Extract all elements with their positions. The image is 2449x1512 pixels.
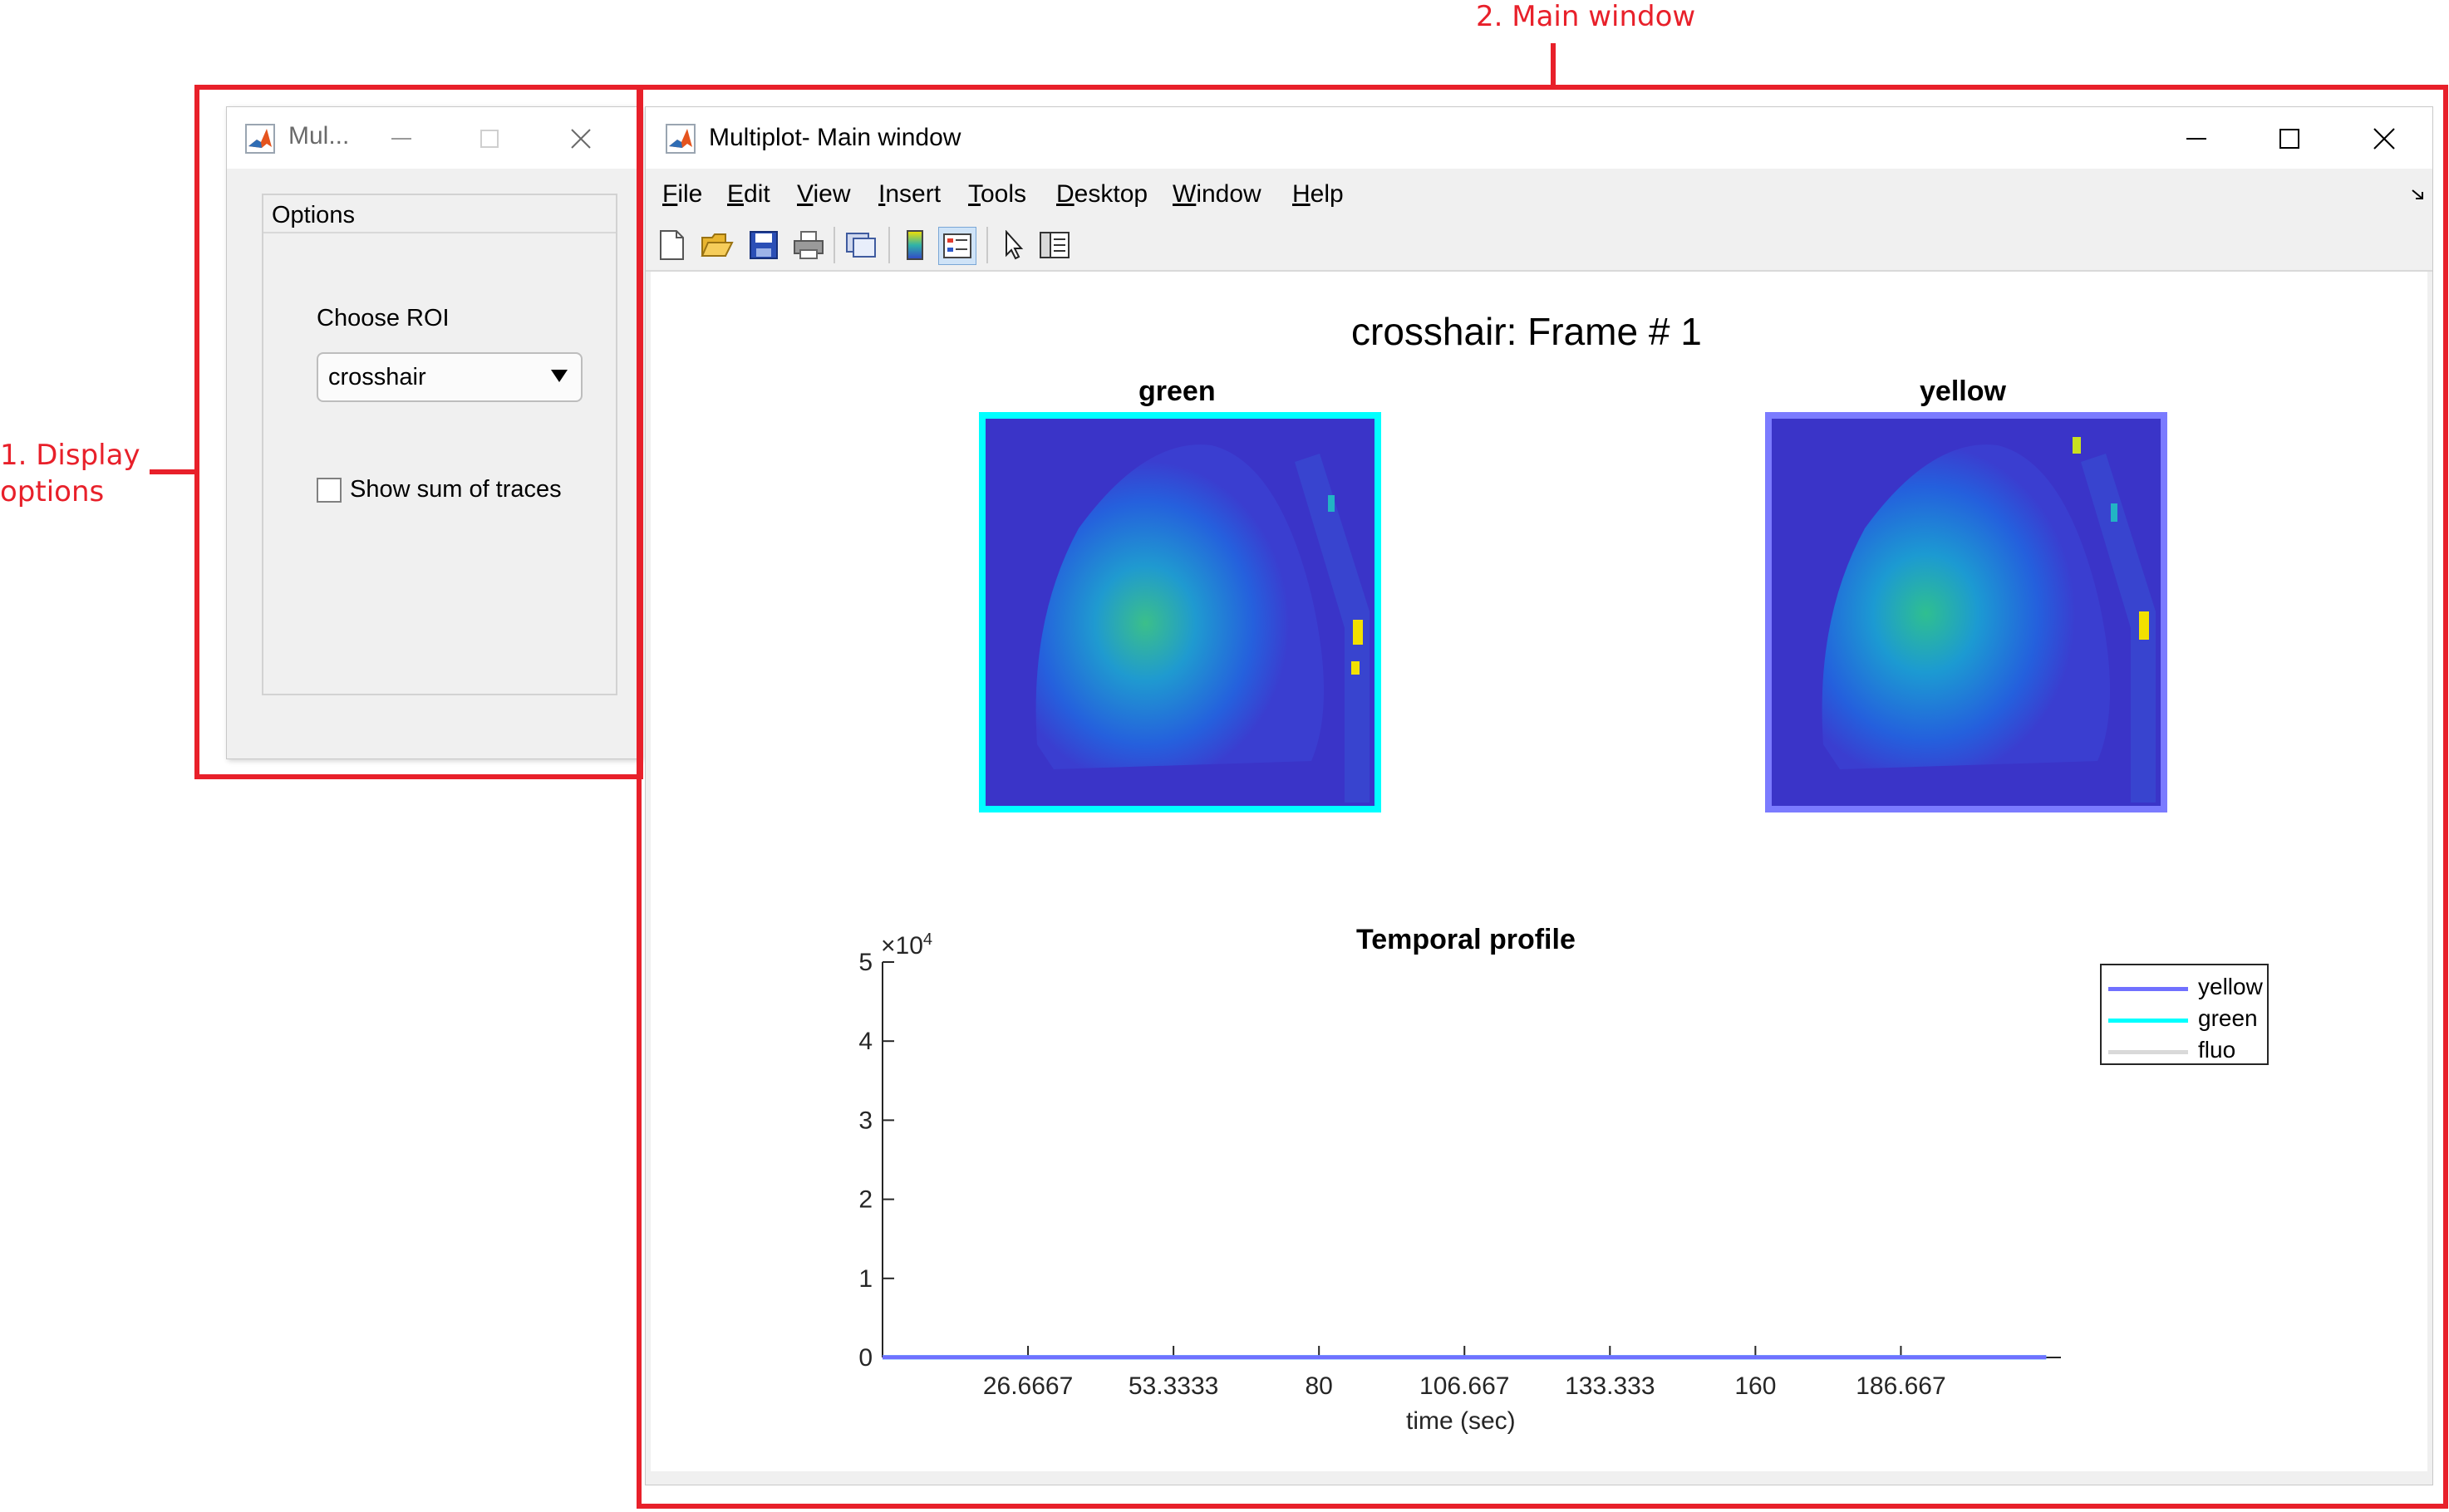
x-tick-label: 133.333 bbox=[1565, 1372, 1655, 1400]
legend-swatch-fluo bbox=[2108, 1050, 2188, 1054]
menu-file[interactable]: File bbox=[662, 180, 703, 208]
save-icon[interactable] bbox=[745, 227, 782, 263]
options-window: Mul... Options Choose ROI crosshair Show… bbox=[226, 106, 642, 759]
close-button[interactable] bbox=[2361, 115, 2407, 162]
toolbar-separator bbox=[986, 227, 988, 263]
menu-tools[interactable]: Tools bbox=[968, 180, 1027, 208]
x-tick-label: 26.6667 bbox=[983, 1372, 1073, 1400]
menu-tools-mnemonic: T bbox=[968, 180, 981, 208]
colorbar-icon[interactable] bbox=[897, 227, 933, 263]
annotation-connector-top bbox=[1551, 43, 1556, 85]
y-exponent-power: 4 bbox=[922, 930, 933, 949]
menu-window-mnemonic: W bbox=[1173, 180, 1197, 208]
show-sum-checkbox[interactable] bbox=[317, 478, 342, 503]
chevron-down-icon bbox=[549, 366, 569, 390]
x-tick-label: 80 bbox=[1305, 1372, 1332, 1400]
annotation-display-options: 1. Display options bbox=[0, 437, 140, 510]
brain-image-yellow bbox=[1765, 412, 2167, 812]
matlab-logo-icon bbox=[666, 124, 696, 154]
show-sum-label: Show sum of traces bbox=[350, 476, 562, 503]
legend-swatch-yellow bbox=[2108, 987, 2188, 991]
y-tick-label: 4 bbox=[858, 1028, 873, 1055]
minimize-button[interactable] bbox=[378, 115, 425, 162]
legend-label-fluo: fluo bbox=[2198, 1037, 2236, 1063]
menu-desktop-mnemonic: D bbox=[1056, 180, 1075, 208]
annotation-box-display-options bbox=[194, 85, 643, 779]
y-tick-label: 2 bbox=[858, 1186, 873, 1214]
chart-title: Temporal profile bbox=[1356, 924, 1576, 955]
open-file-icon[interactable] bbox=[699, 227, 735, 263]
maximize-button[interactable] bbox=[2266, 115, 2313, 162]
choose-roi-label: Choose ROI bbox=[317, 305, 450, 331]
figure-title: crosshair: Frame # 1 bbox=[1351, 310, 1702, 353]
main-titlebar[interactable]: Multiplot- Main window bbox=[646, 107, 2432, 169]
menu-help[interactable]: Help bbox=[1292, 180, 1344, 208]
annotation-box-main-window bbox=[637, 85, 2448, 1509]
brain-image-green bbox=[979, 412, 1381, 812]
matlab-logo-icon bbox=[245, 124, 275, 154]
legend-label-yellow: yellow bbox=[2198, 974, 2263, 999]
panel-divider bbox=[263, 232, 616, 233]
edit-plot-icon[interactable] bbox=[995, 227, 1031, 263]
menu-edit-mnemonic: E bbox=[727, 180, 745, 208]
chart-legend[interactable]: yellow green fluo bbox=[2100, 964, 2269, 1065]
y-exponent-base: ×10 bbox=[881, 932, 923, 960]
options-titlebar[interactable]: Mul... bbox=[227, 107, 641, 169]
main-window-title: Multiplot- Main window bbox=[709, 124, 961, 151]
menu-help-mnemonic: H bbox=[1292, 180, 1311, 208]
y-tick-label: 0 bbox=[858, 1344, 873, 1372]
property-inspector-icon[interactable] bbox=[1036, 227, 1073, 263]
y-tick-label: 1 bbox=[858, 1265, 873, 1293]
new-figure-icon[interactable] bbox=[654, 227, 691, 263]
image-title-yellow: yellow bbox=[1920, 376, 2006, 407]
annotation-display-options-line2: options bbox=[0, 475, 105, 508]
y-tick-label: 5 bbox=[858, 949, 873, 976]
menu-view-mnemonic: V bbox=[797, 180, 814, 208]
print-icon[interactable] bbox=[790, 227, 827, 263]
x-tick-label: 186.667 bbox=[1856, 1372, 1945, 1400]
roi-select-value: crosshair bbox=[328, 364, 426, 390]
roi-select[interactable]: crosshair bbox=[317, 352, 583, 402]
legend-icon[interactable] bbox=[938, 227, 976, 265]
legend-swatch-green bbox=[2108, 1019, 2188, 1023]
annotation-main-window: 2. Main window bbox=[1476, 0, 1696, 33]
figure-toolbar bbox=[646, 218, 2432, 272]
menu-desktop[interactable]: Desktop bbox=[1056, 180, 1148, 208]
menu-insert-mnemonic: I bbox=[878, 180, 886, 208]
maximize-button[interactable] bbox=[466, 115, 513, 162]
image-title-green: green bbox=[1138, 376, 1216, 407]
link-plot-icon[interactable] bbox=[843, 227, 880, 263]
x-axis-label: time (sec) bbox=[1406, 1407, 1516, 1435]
y-tick-label: 3 bbox=[858, 1107, 873, 1134]
x-tick-label: 53.3333 bbox=[1129, 1372, 1218, 1400]
x-tick-label: 160 bbox=[1734, 1372, 1776, 1400]
options-panel: Options bbox=[262, 194, 617, 695]
main-window: Multiplot- Main window File Edit View In… bbox=[645, 106, 2433, 1485]
x-tick-label: 106.667 bbox=[1419, 1372, 1509, 1400]
minimize-button[interactable] bbox=[2173, 115, 2220, 162]
menu-file-mnemonic: F bbox=[662, 180, 678, 208]
dock-arrow-icon[interactable] bbox=[2411, 187, 2426, 206]
legend-label-green: green bbox=[2198, 1005, 2258, 1031]
menu-insert[interactable]: Insert bbox=[878, 180, 942, 208]
options-window-title: Mul... bbox=[288, 122, 350, 150]
annotation-display-options-line1: 1. Display bbox=[0, 439, 140, 472]
menu-window[interactable]: Window bbox=[1173, 180, 1261, 208]
toolbar-separator bbox=[834, 227, 835, 263]
toolbar-separator bbox=[888, 227, 890, 263]
options-panel-title: Options bbox=[272, 202, 355, 228]
menu-edit[interactable]: Edit bbox=[727, 180, 770, 208]
menu-view[interactable]: View bbox=[797, 180, 851, 208]
y-exponent-label: ×104 bbox=[881, 930, 932, 960]
annotation-connector-left bbox=[150, 469, 196, 474]
menu-bar: File Edit View Insert Tools Desktop Wind… bbox=[646, 169, 2432, 218]
close-button[interactable] bbox=[558, 115, 604, 162]
